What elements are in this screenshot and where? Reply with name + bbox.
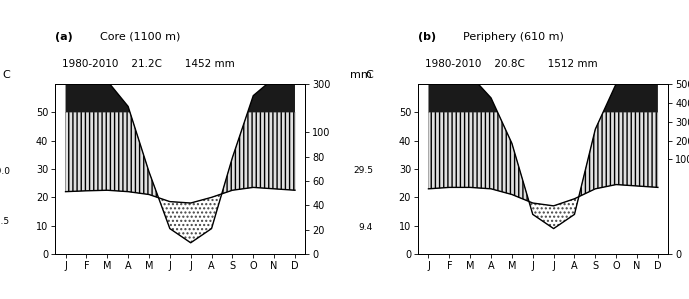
Text: 29.5: 29.5 [353, 166, 373, 175]
Text: Periphery (610 m): Periphery (610 m) [463, 32, 564, 42]
Text: 1980-2010    20.8C       1512 mm: 1980-2010 20.8C 1512 mm [425, 59, 597, 69]
Text: 1980-2010    21.2C       1452 mm: 1980-2010 21.2C 1452 mm [62, 59, 235, 69]
Text: (a): (a) [55, 32, 73, 42]
Text: C: C [365, 70, 373, 80]
Text: Core (1100 m): Core (1100 m) [100, 32, 181, 42]
Text: mm: mm [351, 70, 372, 80]
Text: 11.5: 11.5 [0, 217, 10, 226]
Text: 9.4: 9.4 [359, 223, 373, 232]
Text: C: C [2, 70, 10, 80]
Text: 29.0: 29.0 [0, 167, 10, 176]
Text: (b): (b) [418, 32, 436, 42]
